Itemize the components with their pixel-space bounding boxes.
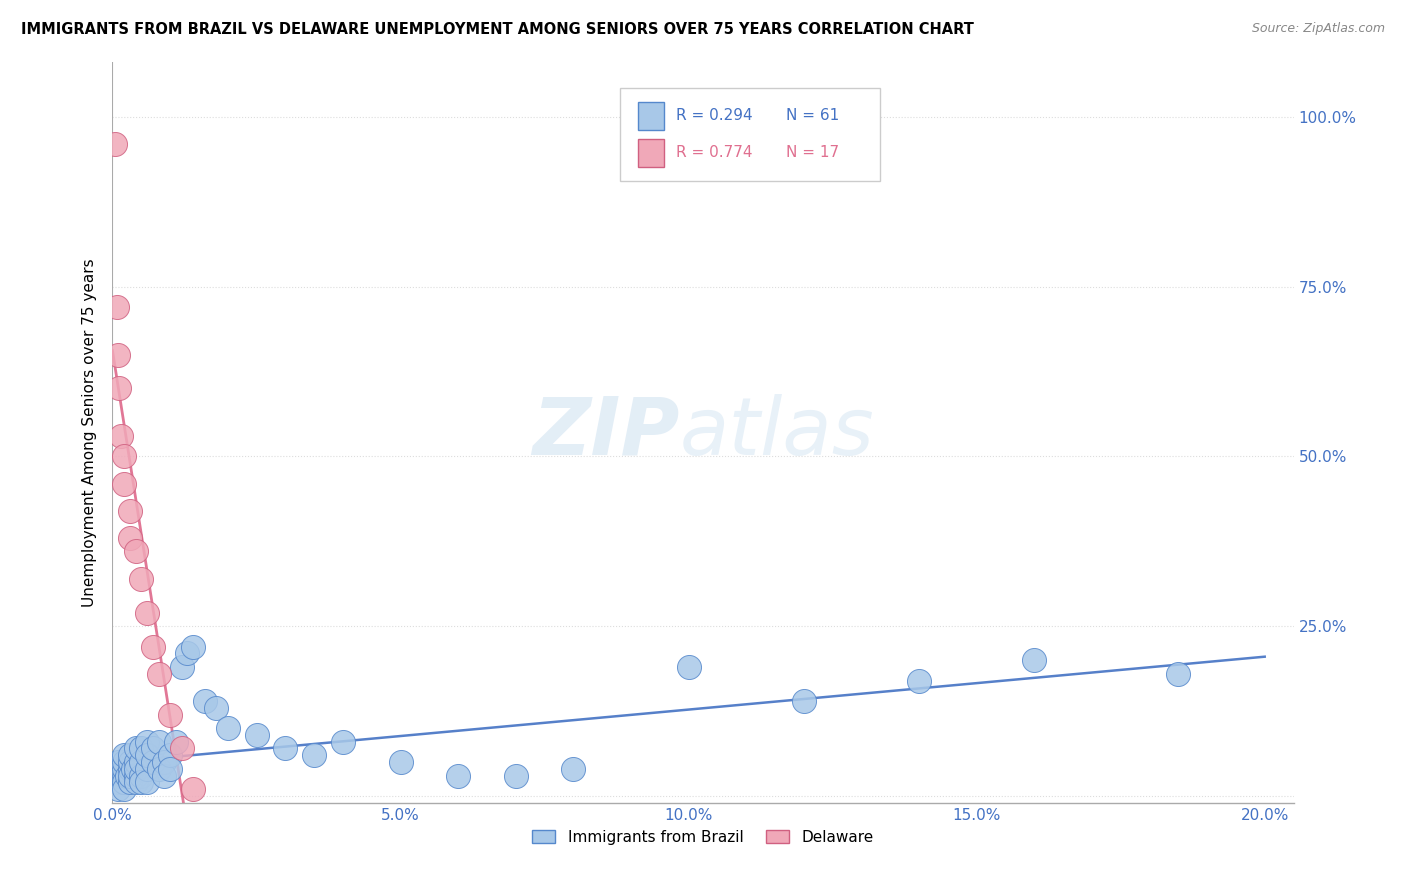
Point	[118, 755, 141, 769]
FancyBboxPatch shape	[638, 102, 664, 130]
Point	[505, 769, 527, 783]
Point	[107, 755, 129, 769]
Point	[129, 775, 152, 789]
Point	[142, 755, 165, 769]
Point	[159, 707, 181, 722]
Point	[148, 666, 170, 681]
Point	[148, 762, 170, 776]
Text: atlas: atlas	[679, 393, 875, 472]
Point	[115, 769, 138, 783]
Point	[136, 748, 159, 763]
Point	[112, 755, 135, 769]
Point	[118, 769, 141, 783]
Point	[165, 734, 187, 748]
Point	[245, 728, 267, 742]
Point	[142, 741, 165, 756]
Y-axis label: Unemployment Among Seniors over 75 years: Unemployment Among Seniors over 75 years	[82, 259, 97, 607]
Point	[107, 762, 129, 776]
Point	[389, 755, 412, 769]
Point	[112, 775, 135, 789]
Point	[136, 734, 159, 748]
Point	[678, 660, 700, 674]
Point	[112, 762, 135, 776]
Point	[181, 782, 204, 797]
Point	[176, 646, 198, 660]
Point	[124, 741, 146, 756]
FancyBboxPatch shape	[638, 138, 664, 167]
Point	[124, 775, 146, 789]
Point	[136, 775, 159, 789]
Point	[148, 734, 170, 748]
Text: IMMIGRANTS FROM BRAZIL VS DELAWARE UNEMPLOYMENT AMONG SENIORS OVER 75 YEARS CORR: IMMIGRANTS FROM BRAZIL VS DELAWARE UNEMP…	[21, 22, 974, 37]
Legend: Immigrants from Brazil, Delaware: Immigrants from Brazil, Delaware	[526, 823, 880, 851]
Point	[107, 775, 129, 789]
Point	[118, 748, 141, 763]
Point	[104, 136, 127, 151]
Point	[1024, 653, 1046, 667]
Point	[129, 769, 152, 783]
Point	[104, 769, 127, 783]
Point	[159, 762, 181, 776]
Text: ZIP: ZIP	[531, 393, 679, 472]
FancyBboxPatch shape	[620, 88, 880, 181]
Text: R = 0.294: R = 0.294	[676, 108, 752, 123]
Point	[118, 531, 141, 545]
Point	[107, 347, 129, 361]
Point	[136, 606, 159, 620]
Point	[124, 755, 146, 769]
Point	[105, 300, 128, 314]
Point	[129, 572, 152, 586]
Point	[110, 429, 132, 443]
Point	[118, 775, 141, 789]
Point	[170, 660, 193, 674]
Point	[110, 769, 132, 783]
Text: N = 61: N = 61	[786, 108, 839, 123]
Point	[562, 762, 585, 776]
Point	[181, 640, 204, 654]
Text: N = 17: N = 17	[786, 145, 839, 161]
Point	[1167, 666, 1189, 681]
Point	[112, 476, 135, 491]
Point	[129, 741, 152, 756]
Point	[121, 762, 143, 776]
Point	[908, 673, 931, 688]
Point	[205, 700, 228, 714]
Point	[793, 694, 815, 708]
Point	[124, 762, 146, 776]
Point	[107, 782, 129, 797]
Point	[112, 775, 135, 789]
Point	[159, 748, 181, 763]
Point	[217, 721, 239, 735]
Point	[112, 782, 135, 797]
Point	[194, 694, 217, 708]
Point	[118, 762, 141, 776]
Text: R = 0.774: R = 0.774	[676, 145, 752, 161]
Point	[112, 450, 135, 464]
Point	[153, 755, 176, 769]
Point	[447, 769, 470, 783]
Point	[112, 748, 135, 763]
Point	[108, 382, 131, 396]
Point	[136, 762, 159, 776]
Point	[124, 544, 146, 558]
Point	[170, 741, 193, 756]
Point	[142, 640, 165, 654]
Point	[332, 734, 354, 748]
Point	[153, 769, 176, 783]
Point	[124, 769, 146, 783]
Point	[302, 748, 325, 763]
Point	[112, 769, 135, 783]
Point	[118, 504, 141, 518]
Text: Source: ZipAtlas.com: Source: ZipAtlas.com	[1251, 22, 1385, 36]
Point	[129, 755, 152, 769]
Point	[274, 741, 297, 756]
